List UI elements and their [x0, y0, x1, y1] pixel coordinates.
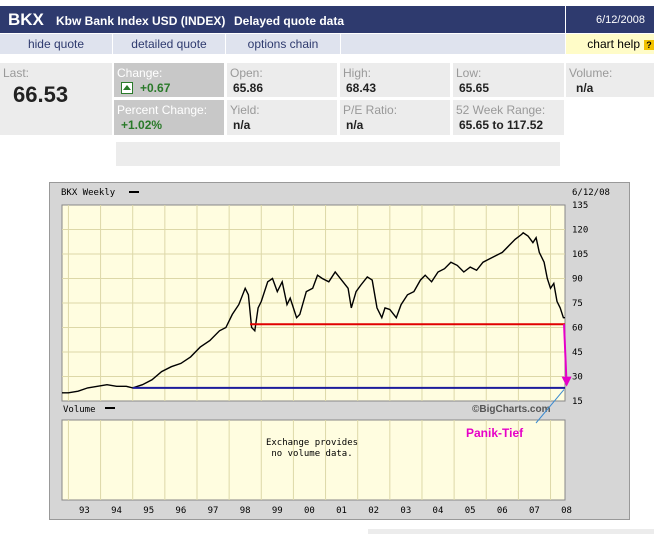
last-cell: Last: 66.53 [0, 63, 112, 135]
footer-strip [368, 529, 654, 534]
price-chart: BKX Weekly 6/12/08 135 120 105 90 75 60 45 30 15… [49, 182, 630, 520]
panik-arrow-head [561, 376, 572, 387]
options-chain-link[interactable]: options chain [226, 34, 340, 54]
x-tick-label: 06 [497, 506, 508, 516]
x-tick-label: 05 [465, 506, 476, 516]
y-tick-label: 90 [572, 275, 583, 285]
x-tick-label: 96 [175, 506, 186, 516]
change-label: Change: [117, 66, 163, 80]
low-value: 65.65 [459, 81, 490, 95]
low-cell: Low: 65.65 [453, 63, 564, 97]
panik-arrow [563, 324, 568, 385]
x-tick-label: 95 [143, 506, 154, 516]
pe-cell: P/E Ratio: n/a [340, 100, 450, 135]
hide-quote-link[interactable]: hide quote [0, 34, 112, 54]
yield-cell: Yield: n/a [227, 100, 337, 135]
header-divider [565, 6, 566, 33]
x-tick-label: 94 [111, 506, 122, 516]
volume-cell: Volume: n/a [566, 63, 654, 97]
x-tick-label: 01 [336, 506, 347, 516]
chart-help-label: chart help [587, 37, 640, 51]
last-value: 66.53 [13, 82, 69, 107]
yield-value: n/a [233, 118, 251, 132]
panik-tief-label: Panik-Tief [466, 426, 524, 440]
volume-label: Volume: [569, 66, 613, 80]
open-label: Open: [230, 66, 263, 80]
price-line-layer [62, 231, 565, 394]
last-label: Last: [3, 66, 30, 80]
volume-swatch [105, 407, 115, 409]
y-tick-label: 120 [572, 226, 588, 236]
open-cell: Open: 65.86 [227, 63, 337, 97]
range-value: 65.65 to 117.52 [459, 118, 544, 132]
x-tick-label: 08 [561, 506, 572, 516]
grid [62, 205, 565, 401]
quote-header: BKX Kbw Bank Index USD (INDEX) Delayed q… [0, 6, 654, 33]
high-value: 68.43 [346, 81, 377, 95]
security-name: Kbw Bank Index USD (INDEX) [56, 14, 226, 28]
chart-title-swatch [129, 191, 139, 193]
quote-date: 6/12/2008 [596, 14, 645, 26]
y-tick-label: 135 [572, 201, 588, 211]
x-tick-label: 03 [400, 506, 411, 516]
volume-message-line-1: Exchange provides [266, 438, 358, 448]
price-line [62, 231, 565, 394]
volume-panel [61, 419, 566, 501]
volume-message-line-2: no volume data. [271, 449, 352, 459]
volume-panel-label: Volume [63, 405, 96, 415]
volume-grid [67, 420, 552, 500]
y-tick-label: 30 [572, 373, 583, 383]
pe-value: n/a [346, 118, 364, 132]
y-tick-label: 15 [572, 397, 583, 407]
yield-label: Yield: [230, 103, 260, 117]
x-tick-label: 00 [304, 506, 315, 516]
annotation-layer [535, 324, 572, 424]
change-cell: Change: +0.67 [114, 63, 224, 97]
low-label: Low: [456, 66, 482, 80]
nav-spacer [341, 34, 565, 54]
pointer-line [535, 389, 565, 424]
x-tick-label: 97 [208, 506, 219, 516]
chart-svg: BKX Weekly 6/12/08 135 120 105 90 75 60 45 30 15… [61, 188, 610, 516]
quote-spacer-bar [116, 142, 560, 166]
change-value: +0.67 [140, 81, 171, 95]
pe-label: P/E Ratio: [343, 103, 398, 117]
y-tick-label: 105 [572, 250, 588, 260]
y-tick-label: 45 [572, 348, 583, 358]
percent-change-label: Percent Change: [117, 103, 208, 117]
bigcharts-credit: ©BigCharts.com [472, 404, 551, 415]
x-tick-label: 07 [529, 506, 540, 516]
x-tick-label: 98 [240, 506, 251, 516]
percent-change-cell: Percent Change: +1.02% [114, 100, 224, 135]
high-cell: High: 68.43 [340, 63, 450, 97]
x-tick-label: 02 [368, 506, 379, 516]
x-axis-ticks: 93 94 95 96 97 98 99 00 01 02 03 04 05 06 07 08 [79, 506, 572, 516]
symbol: BKX [8, 10, 44, 29]
percent-change-value: +1.02% [121, 118, 163, 132]
range-cell: 52 Week Range: 65.65 to 117.52 [453, 100, 564, 135]
range-label: 52 Week Range: [456, 103, 546, 117]
detailed-quote-link[interactable]: detailed quote [113, 34, 225, 54]
y-axis-ticks: 135 120 105 90 75 60 45 30 15 [572, 201, 588, 407]
open-value: 65.86 [233, 81, 264, 95]
high-label: High: [343, 66, 372, 80]
up-arrow-icon [121, 82, 133, 94]
help-icon: ? [644, 39, 654, 50]
chart-date: 6/12/08 [572, 188, 610, 198]
x-tick-label: 93 [79, 506, 90, 516]
chart-help-link[interactable]: chart help? [566, 34, 654, 54]
y-tick-label: 60 [572, 324, 583, 334]
y-tick-label: 75 [572, 299, 583, 309]
volume-value: n/a [576, 81, 594, 95]
chart-title: BKX Weekly [61, 188, 116, 198]
x-tick-label: 99 [272, 506, 283, 516]
x-tick-label: 04 [433, 506, 444, 516]
delay-notice: Delayed quote data [234, 14, 345, 28]
